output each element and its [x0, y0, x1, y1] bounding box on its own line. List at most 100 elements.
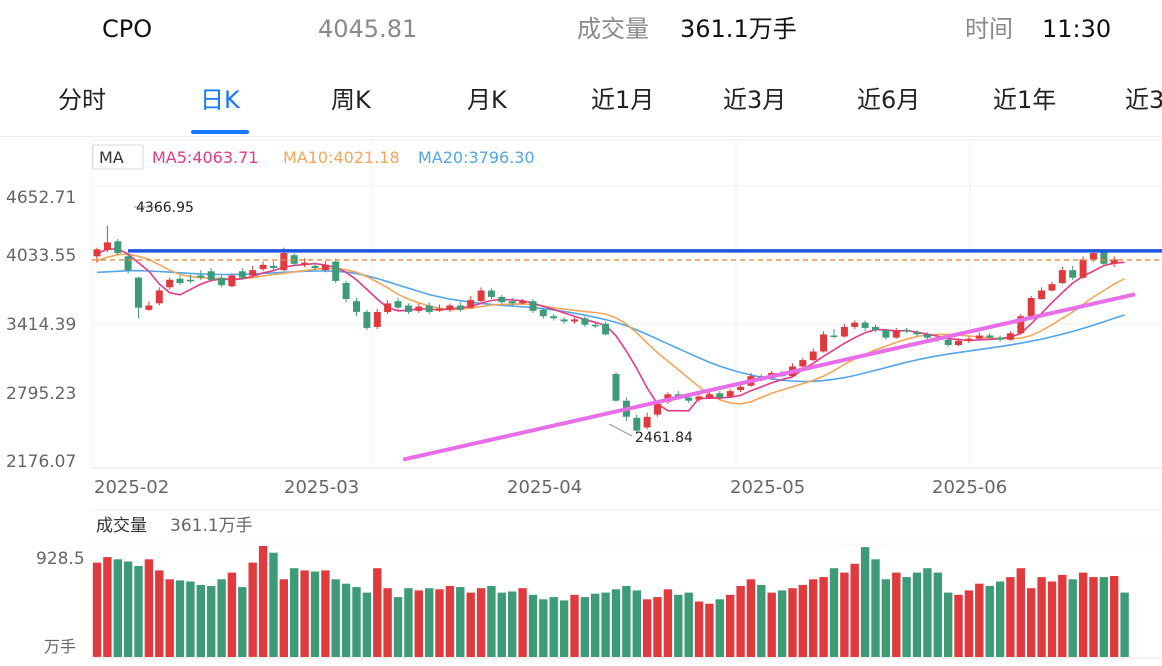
candle-body [103, 242, 111, 250]
volume-bar [269, 552, 278, 657]
x-tick-label: 2025-05 [730, 477, 805, 498]
tab-1-year[interactable]: 近1年 [993, 86, 1057, 114]
candle-body [425, 305, 433, 312]
volume-bar [279, 579, 288, 657]
candle-body [633, 417, 641, 431]
volume-bar [1027, 588, 1036, 657]
volume-unit-label: 万手 [44, 637, 76, 656]
tab-intraday[interactable]: 分时 [58, 86, 106, 114]
volume-bar [352, 587, 361, 657]
candle-body [1100, 252, 1108, 264]
volume-bar [227, 572, 237, 657]
volume-bar [954, 594, 963, 657]
time-label: 时间 [965, 15, 1013, 43]
volume-bar [300, 570, 309, 657]
candle-body [612, 374, 620, 401]
volume-bar [705, 603, 714, 657]
candle-body [654, 403, 661, 415]
candle-body [145, 305, 153, 310]
volume-bar [819, 577, 828, 657]
candle-body [249, 270, 257, 276]
candle-body [186, 279, 194, 282]
candle-body [560, 319, 568, 322]
volume-bar [549, 597, 558, 657]
candle-body [207, 271, 215, 280]
volume-bar [871, 559, 880, 657]
x-tick-label: 2025-06 [932, 477, 1007, 498]
candle-body [363, 311, 371, 328]
volume-bar [207, 586, 216, 657]
candle-body [705, 394, 713, 398]
candle-body [830, 335, 838, 337]
volume-bar [736, 586, 745, 657]
candle-body [840, 326, 848, 337]
volume-bar [601, 592, 610, 657]
volume-bar [248, 562, 257, 657]
high-annotation: 4366.95 [136, 200, 194, 216]
volume-bar [341, 583, 351, 657]
tab-weekly-k[interactable]: 周K [331, 86, 371, 114]
tab-6-months[interactable]: 近6月 [857, 86, 921, 114]
volume-bar [414, 590, 423, 657]
volume-bar [528, 594, 538, 657]
y-tick-label: 3414.39 [6, 315, 76, 335]
volume-bar [497, 592, 506, 657]
ma10-legend: MA10:4021.18 [283, 148, 400, 167]
volume-bar [1047, 581, 1057, 657]
volume-bar [570, 594, 579, 657]
candle-body [467, 300, 475, 308]
tab-1-month[interactable]: 近1月 [591, 86, 655, 114]
volume-y-tick: 928.5 [36, 549, 85, 569]
volume-bar [331, 579, 340, 657]
volume-bar [860, 547, 870, 657]
volume-bar [134, 566, 143, 657]
x-tick-label: 2025-02 [94, 477, 169, 498]
volume-panel-value: 361.1万手 [170, 516, 253, 536]
volume-bar [456, 587, 465, 657]
candle-body [685, 397, 693, 401]
volume-bar [559, 600, 569, 657]
x-tick-label: 2025-04 [507, 477, 582, 498]
chart-grid [91, 139, 1162, 659]
volume-panel-title: 成交量 [96, 516, 147, 536]
candle-body [176, 278, 184, 283]
tab-3-months[interactable]: 近3月 [723, 86, 787, 114]
candle-body [498, 296, 506, 303]
volume-bar [1058, 574, 1067, 657]
candle-body [1079, 259, 1087, 278]
volume-bar [196, 584, 205, 658]
candle-body [373, 311, 381, 327]
volume-bar [508, 591, 517, 657]
volume-value: 361.1万手 [680, 15, 797, 43]
volume-bar [809, 579, 818, 657]
tab-monthly-k[interactable]: 月K [467, 86, 507, 114]
candle-body [311, 265, 319, 268]
volume-bar [591, 593, 600, 657]
candle-body [228, 275, 236, 287]
volume-bar [123, 561, 133, 657]
volume-bar [1078, 572, 1088, 657]
volume-bar [611, 589, 621, 657]
candle-body [218, 277, 226, 286]
candle-body [872, 326, 879, 331]
volume-bar [373, 568, 382, 657]
volume-bar [892, 572, 901, 657]
tab-3-years[interactable]: 近3年 [1125, 86, 1162, 114]
low-annotation: 2461.84 [635, 430, 693, 446]
volume-bar [1068, 579, 1077, 657]
candle-body [996, 337, 1004, 340]
volume-bar [383, 588, 392, 657]
candle-body [986, 335, 994, 338]
candle-body [809, 351, 817, 361]
tab-daily-k[interactable]: 日K [200, 86, 240, 114]
volume-bar [445, 586, 455, 657]
volume-bar [310, 571, 320, 657]
volume-bar [487, 586, 496, 657]
candle-body [602, 323, 610, 335]
volume-bar [186, 581, 195, 657]
candle-body [456, 305, 464, 310]
volume-bar [985, 586, 994, 657]
candle-body [508, 301, 516, 304]
volume-bar [1037, 577, 1046, 657]
